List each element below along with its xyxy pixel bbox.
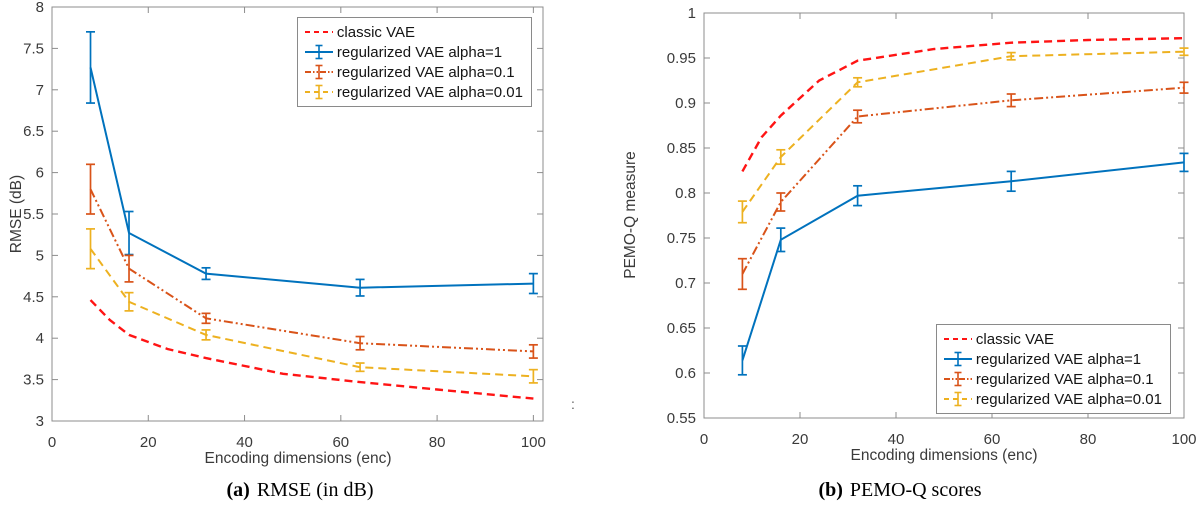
- legend-line-sample: [943, 351, 972, 367]
- legend-line-sample: [943, 371, 972, 387]
- legend-item: regularized VAE alpha=0.1: [304, 62, 523, 82]
- rmse-x-axis-label: Encoding dimensions (enc): [204, 450, 392, 467]
- legend-item: classic VAE: [943, 329, 1162, 349]
- svg-text:8: 8: [36, 0, 44, 16]
- legend-item: regularized VAE alpha=1: [943, 349, 1162, 369]
- legend-item: regularized VAE alpha=0.01: [943, 389, 1162, 409]
- svg-text:20: 20: [792, 431, 809, 448]
- svg-text:7: 7: [36, 82, 44, 99]
- legend-line-sample: [943, 391, 972, 407]
- caption-b-text: PEMO-Q scores: [849, 479, 982, 501]
- svg-text:4: 4: [36, 330, 44, 347]
- caption-a-label: (a): [226, 479, 250, 501]
- legend-item: regularized VAE alpha=0.1: [943, 369, 1162, 389]
- legend-item-label: regularized VAE alpha=0.01: [336, 83, 523, 101]
- rmse-chart-panel: 0 20 40 60 80 100 3 3.5 4 4.5 5 5.5 6 6.5 7 7.5 8 RMSE (…: [0, 0, 600, 502]
- caption-b: (b) PEMO-Q scores: [600, 479, 1200, 502]
- pemoq-y-axis-label: PEMO-Q measure: [622, 151, 639, 279]
- svg-text:0.6: 0.6: [675, 365, 696, 382]
- legend-item-label: regularized VAE alpha=1: [975, 350, 1142, 368]
- legend-item-label: classic VAE: [975, 330, 1054, 348]
- svg-text:4.5: 4.5: [23, 289, 44, 306]
- legend-item-label: regularized VAE alpha=0.01: [975, 390, 1162, 408]
- svg-text:3: 3: [36, 413, 44, 430]
- legend-line-sample: [304, 64, 333, 80]
- svg-text:80: 80: [1080, 431, 1097, 448]
- svg-text:0.7: 0.7: [675, 275, 696, 292]
- svg-text:0.65: 0.65: [667, 320, 696, 337]
- svg-text:100: 100: [521, 434, 546, 451]
- legend-line-sample: [304, 44, 333, 60]
- legend-line-sample: [943, 338, 972, 340]
- caption-a: (a) RMSE (in dB): [0, 479, 600, 502]
- caption-a-text: RMSE (in dB): [256, 479, 374, 501]
- legend-line-sample: [304, 31, 333, 33]
- svg-text:80: 80: [429, 434, 446, 451]
- svg-text:0.55: 0.55: [667, 410, 696, 427]
- rmse-y-axis-label: RMSE (dB): [8, 174, 25, 254]
- svg-text:40: 40: [236, 434, 253, 451]
- svg-text:40: 40: [888, 431, 905, 448]
- pemoq-chart-panel: 0 20 40 60 80 100 0.55 0.6 0.65 0.7 0.75 0.8 0.85 0.9…: [600, 0, 1200, 517]
- rmse-plot: 0 20 40 60 80 100 3 3.5 4 4.5 5 5.5 6 6.5 7 7.5 8: [23, 0, 546, 451]
- svg-text:5: 5: [36, 247, 44, 264]
- svg-text:0: 0: [48, 434, 56, 451]
- svg-text:0.9: 0.9: [675, 95, 696, 112]
- svg-text:0.95: 0.95: [667, 50, 696, 67]
- crop-artifact: :: [571, 396, 575, 412]
- legend-item: regularized VAE alpha=0.01: [304, 82, 523, 102]
- svg-text:7.5: 7.5: [23, 40, 44, 57]
- svg-text:60: 60: [984, 431, 1001, 448]
- legend-item-label: classic VAE: [336, 23, 415, 41]
- svg-text:5.5: 5.5: [23, 206, 44, 223]
- svg-text:6: 6: [36, 165, 44, 182]
- svg-text:60: 60: [332, 434, 349, 451]
- svg-text:3.5: 3.5: [23, 372, 44, 389]
- pemoq-x-axis-label: Encoding dimensions (enc): [850, 447, 1038, 464]
- svg-text:0.85: 0.85: [667, 140, 696, 157]
- svg-text:6.5: 6.5: [23, 123, 44, 140]
- svg-text:100: 100: [1171, 431, 1196, 448]
- pemoq-plot: 0 20 40 60 80 100 0.55 0.6 0.65 0.7 0.75 0.8 0.85 0.9…: [667, 5, 1197, 448]
- svg-text:1: 1: [688, 5, 696, 22]
- svg-text:0: 0: [700, 431, 708, 448]
- svg-text:0.75: 0.75: [667, 230, 696, 247]
- rmse-legend: classic VAE regularized VAE alpha=1 regula…: [296, 17, 532, 107]
- svg-text:20: 20: [140, 434, 157, 451]
- legend-line-sample: [304, 84, 333, 100]
- caption-b-label: (b): [818, 479, 843, 501]
- legend-item-label: regularized VAE alpha=0.1: [336, 63, 515, 81]
- pemoq-legend: classic VAE regularized VAE alpha=1 regula…: [935, 324, 1171, 414]
- legend-item: classic VAE: [304, 22, 523, 42]
- svg-text:0.8: 0.8: [675, 185, 696, 202]
- legend-item: regularized VAE alpha=1: [304, 42, 523, 62]
- legend-item-label: regularized VAE alpha=0.1: [975, 370, 1154, 388]
- legend-item-label: regularized VAE alpha=1: [336, 43, 503, 61]
